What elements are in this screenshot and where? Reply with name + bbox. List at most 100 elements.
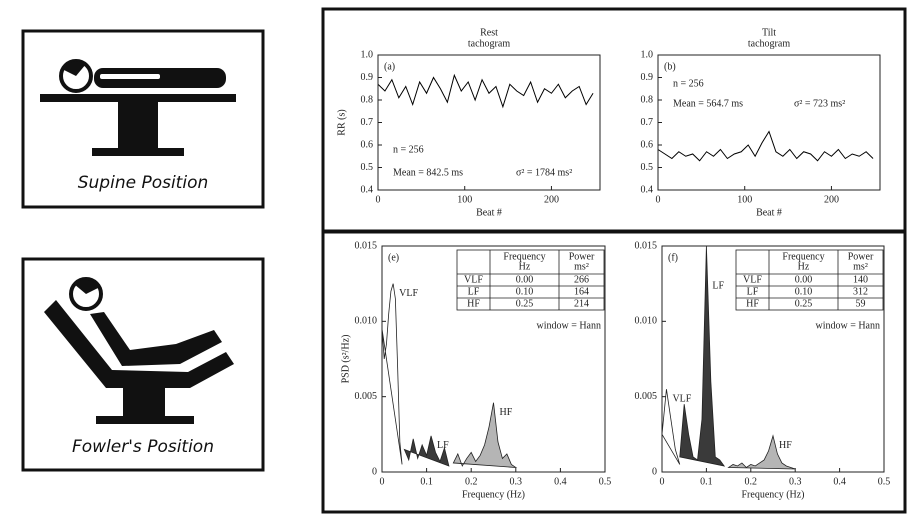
table-frame bbox=[735, 249, 884, 311]
chart-subtitle: tachogram bbox=[468, 38, 510, 49]
x-tick-label: 0.1 bbox=[700, 476, 713, 487]
table-cell: 0.10 bbox=[795, 286, 813, 297]
y-tick-label: 0.005 bbox=[635, 391, 658, 402]
table-cell: 0.10 bbox=[516, 286, 534, 297]
chart-title: Tilt bbox=[762, 27, 776, 38]
table-header: Frequency bbox=[782, 251, 824, 262]
caption: Fowler's Position bbox=[72, 437, 214, 457]
y-tick-label: 0.9 bbox=[641, 72, 654, 83]
y-tick-label: 0.015 bbox=[635, 240, 658, 251]
table-cell: 0.25 bbox=[516, 298, 534, 309]
y-tick-label: 0.8 bbox=[641, 94, 654, 105]
x-tick-label: 200 bbox=[824, 194, 839, 205]
plot-frame bbox=[657, 54, 881, 191]
annotation: Mean = 564.7 ms bbox=[673, 98, 743, 109]
y-axis-label: RR (s) bbox=[336, 109, 347, 135]
table-cell: HF bbox=[746, 298, 759, 309]
fowler-panel: Fowler's Position bbox=[21, 257, 265, 472]
x-tick-label: 100 bbox=[737, 194, 752, 205]
band-label: LF bbox=[437, 440, 449, 451]
table-cell: 0.00 bbox=[795, 274, 813, 285]
x-tick-label: 0 bbox=[376, 194, 381, 205]
table-top bbox=[40, 94, 236, 102]
y-tick-label: 1.0 bbox=[361, 49, 374, 60]
table-cell: 214 bbox=[574, 298, 589, 309]
annotation: n = 256 bbox=[393, 144, 424, 155]
chair-pedestal bbox=[123, 386, 165, 418]
table-cell: 266 bbox=[574, 274, 589, 285]
panel-label: (f) bbox=[668, 252, 678, 263]
table-header-unit: ms² bbox=[574, 261, 589, 272]
plot-frame bbox=[381, 245, 606, 473]
band-label: HF bbox=[779, 440, 792, 451]
rr-line bbox=[657, 130, 874, 162]
table-header: Power bbox=[569, 251, 595, 262]
x-axis-label: Frequency (Hz) bbox=[741, 489, 804, 500]
x-tick-label: 0 bbox=[656, 194, 661, 205]
x-tick-label: 0 bbox=[660, 476, 665, 487]
y-tick-label: 0.4 bbox=[361, 184, 374, 195]
y-tick-label: 0.010 bbox=[635, 316, 658, 327]
table-cell: HF bbox=[467, 298, 480, 309]
chair-back bbox=[44, 300, 234, 388]
band-label: HF bbox=[500, 407, 513, 418]
caption: Supine Position bbox=[78, 173, 209, 193]
y-tick-label: 0.015 bbox=[355, 240, 378, 251]
table-cell: LF bbox=[747, 286, 759, 297]
table-frame bbox=[456, 249, 605, 311]
band-label: VLF bbox=[672, 393, 691, 404]
table-cell: LF bbox=[468, 286, 480, 297]
table-cell: 140 bbox=[853, 274, 868, 285]
rr-line bbox=[377, 73, 594, 109]
table-header-unit: Hz bbox=[798, 261, 810, 272]
table-cell: 312 bbox=[853, 286, 868, 297]
annotation: n = 256 bbox=[673, 78, 704, 89]
panel-label: (a) bbox=[384, 61, 395, 72]
psd-band bbox=[727, 434, 796, 470]
table-header: Frequency bbox=[503, 251, 545, 262]
table-cell: 0.25 bbox=[795, 298, 813, 309]
note: window = Hann bbox=[536, 320, 601, 331]
x-tick-label: 0.4 bbox=[554, 476, 567, 487]
y-tick-label: 0.4 bbox=[641, 184, 654, 195]
x-tick-label: 100 bbox=[457, 194, 472, 205]
psd-band bbox=[381, 283, 403, 465]
chart-subtitle: tachogram bbox=[748, 38, 790, 49]
table-cell: 0.00 bbox=[516, 274, 534, 285]
x-tick-label: 0.4 bbox=[833, 476, 846, 487]
table-cell: VLF bbox=[743, 274, 762, 285]
y-tick-label: 0.5 bbox=[641, 162, 654, 173]
panel-frame bbox=[21, 29, 265, 209]
body bbox=[90, 312, 222, 366]
body bbox=[94, 68, 226, 88]
y-tick-label: 0.010 bbox=[355, 316, 378, 327]
y-tick-label: 0 bbox=[652, 466, 657, 477]
table-header-unit: Hz bbox=[519, 261, 531, 272]
y-tick-label: 0.6 bbox=[361, 139, 374, 150]
x-tick-label: 0.1 bbox=[420, 476, 433, 487]
plot-frame bbox=[661, 245, 885, 473]
x-axis-label: Beat # bbox=[476, 207, 502, 218]
chart-title: Rest bbox=[480, 27, 498, 38]
table-base bbox=[92, 148, 184, 156]
plot-frame bbox=[377, 54, 601, 191]
y-tick-label: 0 bbox=[372, 466, 377, 477]
table-cell: 59 bbox=[856, 298, 866, 309]
note: window = Hann bbox=[815, 320, 880, 331]
y-tick-label: 1.0 bbox=[641, 49, 654, 60]
table-cell: 164 bbox=[574, 286, 589, 297]
y-tick-label: 0.7 bbox=[361, 117, 374, 128]
x-tick-label: 0.2 bbox=[745, 476, 758, 487]
psd-band bbox=[679, 245, 726, 467]
table-pedestal bbox=[118, 102, 158, 150]
y-tick-label: 0.5 bbox=[361, 162, 374, 173]
y-axis-label: PSD (s²/Hz) bbox=[340, 335, 351, 384]
hair bbox=[64, 61, 86, 76]
chair-base bbox=[96, 416, 194, 424]
panel-label: (b) bbox=[664, 61, 676, 72]
psd-band bbox=[452, 402, 518, 468]
panel-label: (e) bbox=[388, 252, 399, 263]
